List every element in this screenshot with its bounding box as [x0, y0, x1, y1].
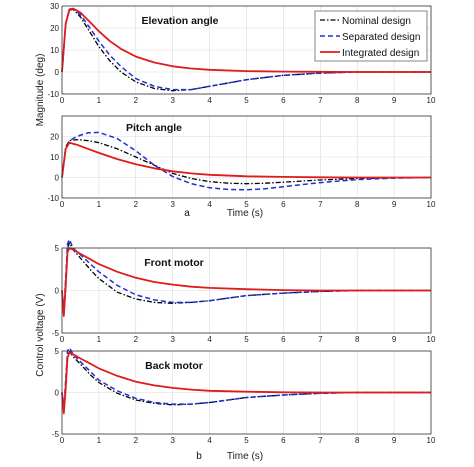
y-tick-label: -10: [47, 194, 59, 203]
y-tick-label: 10: [50, 153, 59, 162]
x-tick-label: 3: [170, 436, 175, 445]
x-tick-label: 9: [392, 436, 397, 445]
x-tick-label: 0: [60, 200, 65, 209]
series-line-separated-design: [61, 131, 432, 191]
x-tick-label: 0: [60, 436, 65, 445]
series-line-integrated-design: [61, 7, 431, 73]
y-tick-label: 20: [50, 24, 59, 33]
x-tick-label: 6: [281, 96, 286, 105]
x-tick-label: 7: [318, 96, 323, 105]
x-tick-label: 6: [281, 436, 286, 445]
x-tick-label: 8: [355, 200, 360, 209]
x-tick-label: 6: [281, 200, 286, 209]
x-tick-label: 4: [207, 200, 212, 209]
y-tick-label: 0: [55, 68, 60, 77]
x-tick-label: 1: [97, 96, 102, 105]
legend-box: [314, 10, 428, 62]
plot-frame: [61, 115, 432, 199]
x-tick-label: 1: [97, 436, 102, 445]
x-tick-label: 0: [60, 335, 65, 344]
y-tick-label: 10: [50, 46, 59, 55]
y-tick-label: 0: [55, 389, 60, 398]
series-line-integrated-design: [61, 351, 431, 415]
series-line-separated-design: [61, 238, 431, 313]
plot-title: Pitch angle: [126, 122, 182, 134]
y-tick-label: -5: [52, 430, 60, 439]
legend: Nominal design Separated design Integrat…: [314, 10, 428, 62]
x-tick-label: 5: [244, 436, 249, 445]
y-tick-label: 20: [50, 133, 59, 142]
x-tick-label: 0: [60, 96, 65, 105]
ylabel-panel-b: Control voltage (V): [35, 293, 46, 376]
ylabel-panel-a: Magnitude (deg): [35, 54, 46, 127]
series-line-nominal-design: [61, 242, 431, 317]
x-tick-label: 5: [244, 200, 249, 209]
x-tick-label: 2: [134, 200, 139, 209]
x-tick-label: 10: [427, 200, 436, 209]
x-tick-label: 3: [170, 96, 175, 105]
x-axis-label: Time (s): [227, 208, 263, 219]
x-tick-label: 9: [392, 200, 397, 209]
plot-frame: [61, 350, 432, 435]
x-tick-label: 8: [355, 96, 360, 105]
y-tick-label: 30: [50, 2, 59, 11]
x-tick-label: 10: [427, 335, 436, 344]
series-line-integrated-design: [61, 247, 431, 317]
x-tick-label: 8: [355, 436, 360, 445]
x-tick-label: 5: [244, 335, 249, 344]
x-tick-label: 9: [392, 335, 397, 344]
x-tick-label: 3: [170, 335, 175, 344]
series-line-nominal-design: [61, 138, 432, 185]
x-tick-label: 7: [318, 335, 323, 344]
x-tick-label: 3: [170, 200, 175, 209]
x-tick-label: 1: [97, 200, 102, 209]
y-tick-label: 5: [55, 347, 60, 356]
panel-letter-a: a: [184, 208, 190, 219]
y-tick-label: -10: [47, 90, 59, 99]
y-tick-label: 5: [55, 244, 60, 253]
x-tick-label: 1: [97, 335, 102, 344]
x-tick-label: 6: [281, 335, 286, 344]
legend-label-nominal: Nominal design: [342, 16, 411, 27]
x-tick-label: 2: [134, 335, 139, 344]
x-tick-label: 2: [134, 96, 139, 105]
x-tick-label: 7: [318, 436, 323, 445]
plot-title: Back motor: [145, 360, 203, 372]
series-line-separated-design: [61, 7, 431, 91]
series-line-separated-design: [61, 346, 431, 410]
y-tick-label: 0: [55, 174, 60, 183]
plot-frame: [61, 5, 432, 95]
x-tick-label: 10: [427, 96, 436, 105]
x-tick-label: 4: [207, 335, 212, 344]
x-tick-label: 2: [134, 436, 139, 445]
plot-frame: [61, 247, 432, 334]
x-tick-label: 8: [355, 335, 360, 344]
y-tick-label: 0: [55, 287, 60, 296]
x-axis-label: Time (s): [227, 451, 263, 462]
plot-title: Elevation angle: [141, 15, 218, 27]
plot-title: Front motor: [144, 257, 204, 269]
panel-letter-b: b: [196, 451, 202, 462]
x-tick-label: 9: [392, 96, 397, 105]
x-tick-label: 4: [207, 96, 212, 105]
legend-label-integrated: Integrated design: [342, 48, 419, 59]
series-line-integrated-design: [61, 141, 431, 179]
x-tick-label: 7: [318, 200, 323, 209]
y-tick-label: -5: [52, 329, 60, 338]
x-tick-label: 4: [207, 436, 212, 445]
x-tick-label: 10: [427, 436, 436, 445]
x-tick-label: 5: [244, 96, 249, 105]
legend-label-separated: Separated design: [342, 32, 420, 43]
